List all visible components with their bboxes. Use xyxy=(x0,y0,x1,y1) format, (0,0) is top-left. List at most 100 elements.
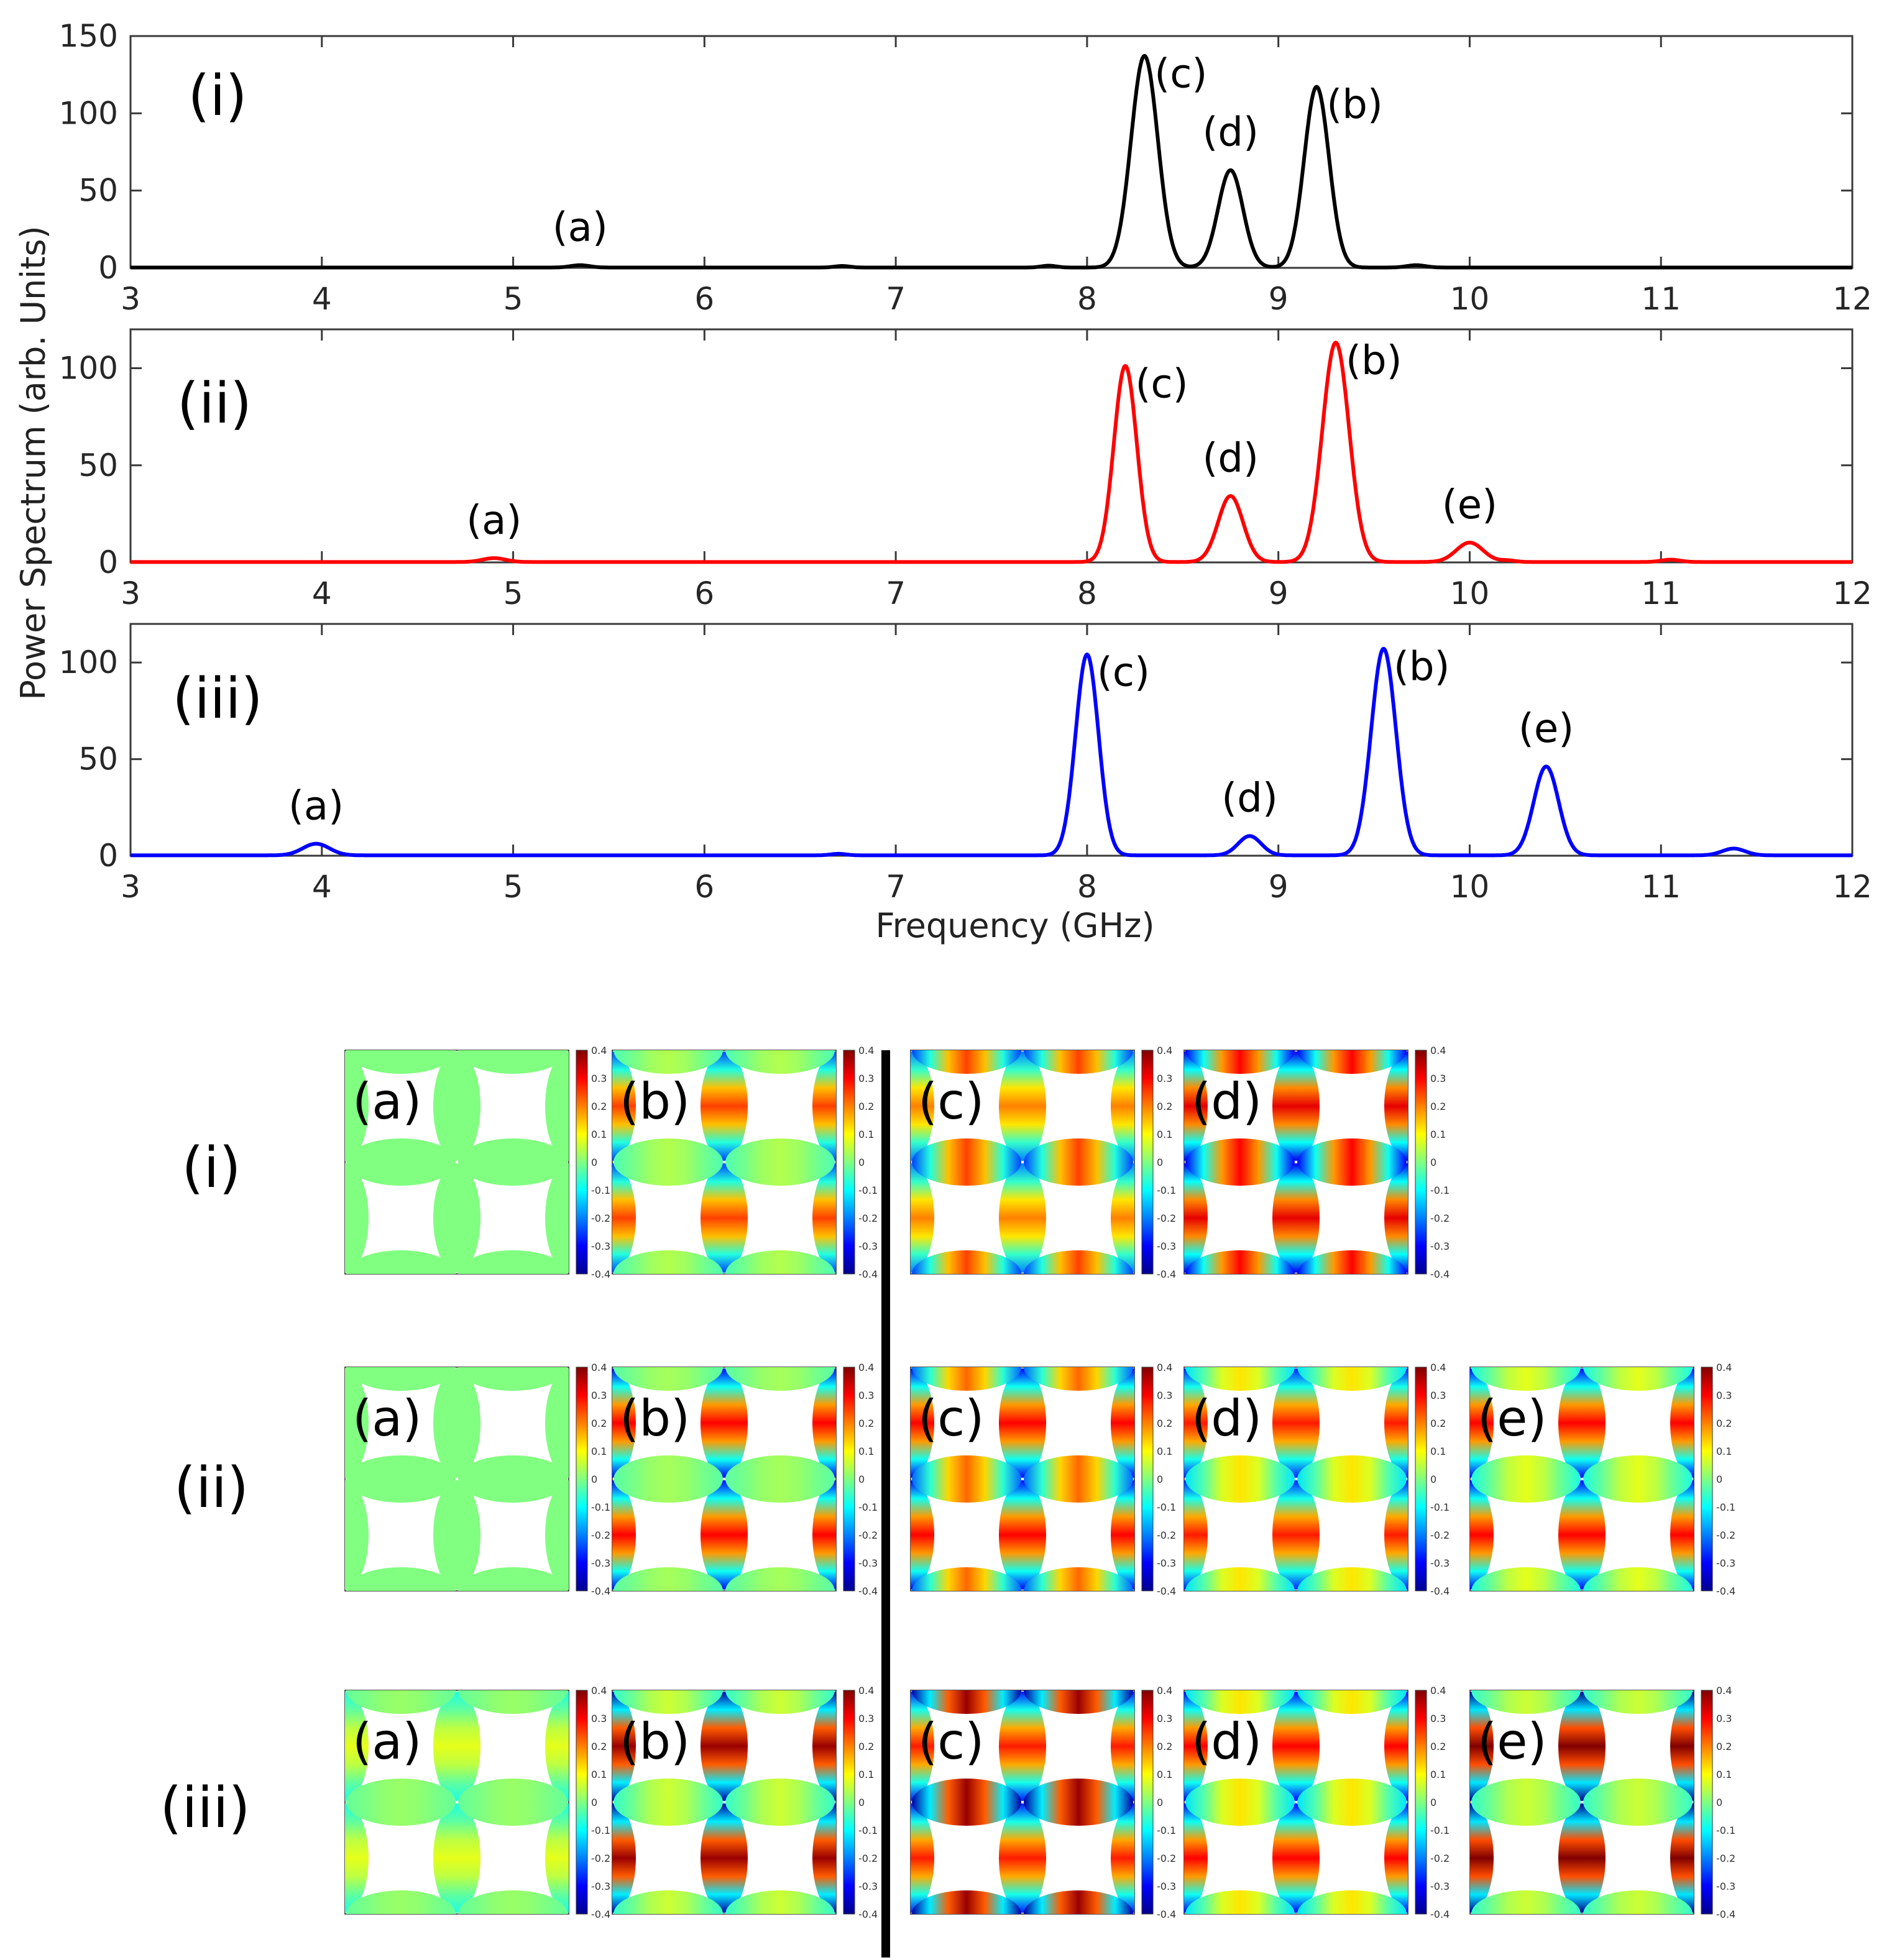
vertical-pillar xyxy=(911,1051,934,1161)
colorbar-tick-label: 0.2 xyxy=(1430,1417,1446,1429)
colorbar xyxy=(1415,1050,1427,1275)
horizontal-pillar xyxy=(725,1250,835,1274)
horizontal-pillar xyxy=(912,1455,1021,1503)
mode-map-label: (a) xyxy=(352,1713,421,1770)
colorbar-tick-label: 0.2 xyxy=(591,1101,607,1112)
x-tick-label: 3 xyxy=(121,869,140,905)
horizontal-pillar xyxy=(1024,1138,1133,1186)
horizontal-pillar xyxy=(1471,1890,1581,1914)
horizontal-pillar xyxy=(1471,1567,1581,1591)
colorbar-tick-label: 0.1 xyxy=(1430,1769,1446,1780)
vertical-pillar xyxy=(1558,1480,1606,1590)
colorbar-tick-label: -0.1 xyxy=(1157,1501,1176,1513)
peak-label: (d) xyxy=(1202,436,1259,482)
horizontal-pillar xyxy=(1297,1567,1407,1591)
colorbar-tick-label: 0 xyxy=(591,1156,597,1168)
colorbar-tick-label: 0.4 xyxy=(591,1685,607,1697)
horizontal-pillar xyxy=(1583,1690,1693,1714)
vertical-pillar xyxy=(612,1803,636,1913)
colorbar-tick-label: -0.3 xyxy=(1430,1557,1450,1569)
horizontal-pillar xyxy=(346,1567,456,1591)
colorbar-tick-label: -0.1 xyxy=(858,1501,878,1513)
vertical-pillar xyxy=(1272,1480,1320,1590)
horizontal-pillar xyxy=(346,1367,456,1391)
horizontal-pillar xyxy=(1185,1138,1295,1186)
colorbar-tick-label: -0.1 xyxy=(1716,1825,1735,1836)
x-tick-label: 8 xyxy=(1077,281,1097,317)
vertical-pillar xyxy=(812,1051,836,1161)
horizontal-pillar xyxy=(1185,1690,1295,1714)
vertical-pillar xyxy=(1558,1368,1606,1478)
colorbar-tick-label: -0.4 xyxy=(1157,1268,1176,1280)
colorbar xyxy=(576,1050,588,1275)
vertical-pillar xyxy=(911,1163,934,1273)
vertical-pillar xyxy=(1470,1692,1494,1801)
colorbar-tick-label: 0.2 xyxy=(591,1417,607,1429)
colorbar xyxy=(843,1050,855,1275)
colorbar-tick-label: -0.1 xyxy=(1716,1501,1735,1513)
x-tick-label: 12 xyxy=(1832,869,1872,905)
colorbar-tick-label: 0.2 xyxy=(858,1101,874,1112)
x-tick-label: 5 xyxy=(503,869,523,905)
mode-row-label: (ii) xyxy=(174,1455,249,1521)
horizontal-pillar xyxy=(725,1779,835,1826)
vertical-pillar xyxy=(812,1163,836,1273)
x-tick-label: 6 xyxy=(694,575,714,611)
mode-map: (b) 0.4 0.3 0.2 0.1 0 -0.1 -0.2 -0.3 -0.4 xyxy=(612,1045,878,1280)
vertical-pillar xyxy=(701,1803,748,1913)
colorbar-tick-label: 0.2 xyxy=(858,1417,874,1429)
mode-map-label: (e) xyxy=(1477,1713,1547,1770)
colorbar-tick-label: -0.4 xyxy=(1430,1268,1450,1280)
colorbar-tick-label: 0 xyxy=(1430,1473,1436,1485)
colorbar xyxy=(1141,1690,1154,1915)
horizontal-pillar xyxy=(725,1138,835,1186)
colorbar-tick-label: -0.4 xyxy=(858,1585,878,1597)
vertical-pillar xyxy=(1384,1803,1408,1913)
horizontal-pillar xyxy=(725,1367,835,1391)
x-tick-label: 8 xyxy=(1077,869,1097,905)
colorbar-tick-label: -0.1 xyxy=(1157,1825,1176,1836)
horizontal-pillar xyxy=(1471,1779,1581,1826)
mode-map-label: (c) xyxy=(918,1390,984,1447)
colorbar-tick-label: -0.2 xyxy=(591,1212,610,1224)
colorbar-tick-label: 0.3 xyxy=(1430,1390,1446,1401)
horizontal-pillar xyxy=(912,1367,1021,1391)
colorbar-tick-label: 0.3 xyxy=(1157,1390,1172,1401)
y-tick-label: 100 xyxy=(59,95,118,131)
vertical-pillar xyxy=(911,1692,934,1801)
colorbar-tick-label: -0.3 xyxy=(858,1557,878,1569)
colorbar-tick-label: 0 xyxy=(858,1797,865,1808)
x-tick-label: 8 xyxy=(1077,575,1097,611)
vertical-pillar xyxy=(1111,1803,1134,1913)
mode-row-label: (i) xyxy=(182,1135,241,1201)
spectrum-line xyxy=(129,341,1854,564)
vertical-pillar xyxy=(433,1480,480,1590)
x-tick-label: 3 xyxy=(121,575,140,611)
colorbar-tick-label: -0.3 xyxy=(858,1880,878,1892)
horizontal-pillar xyxy=(613,1138,723,1186)
vertical-pillar xyxy=(612,1692,636,1801)
colorbar-tick-label: -0.4 xyxy=(1157,1585,1176,1597)
vertical-pillar xyxy=(1670,1692,1694,1801)
x-tick-label: 12 xyxy=(1832,575,1872,611)
mode-map: (d) 0.4 0.3 0.2 0.1 0 -0.1 -0.2 -0.3 -0.4 xyxy=(1183,1045,1450,1280)
horizontal-pillar xyxy=(1185,1455,1295,1503)
mode-map: (a) 0.4 0.3 0.2 0.1 0 -0.1 -0.2 -0.3 -0.4 xyxy=(344,1685,610,1920)
colorbar-tick-label: -0.4 xyxy=(858,1268,878,1280)
colorbar-tick-label: 0.2 xyxy=(1430,1101,1446,1112)
vertical-pillar xyxy=(1384,1368,1408,1478)
x-tick-label: 4 xyxy=(312,869,332,905)
x-tick-label: 10 xyxy=(1450,869,1490,905)
vertical-pillar xyxy=(545,1692,569,1801)
vertical-pillar xyxy=(1384,1480,1408,1590)
colorbar-tick-label: 0.4 xyxy=(1157,1362,1172,1373)
colorbar xyxy=(576,1690,588,1915)
horizontal-pillar xyxy=(458,1890,567,1914)
horizontal-pillar xyxy=(1297,1250,1407,1274)
colorbar-tick-label: 0 xyxy=(1430,1797,1436,1808)
colorbar-tick-label: -0.2 xyxy=(591,1529,610,1541)
x-axis-label: Frequency (GHz) xyxy=(875,906,1154,945)
colorbar-tick-label: 0.3 xyxy=(591,1073,607,1084)
mode-map: (c) 0.4 0.3 0.2 0.1 0 -0.1 -0.2 -0.3 -0.4 xyxy=(910,1685,1176,1920)
